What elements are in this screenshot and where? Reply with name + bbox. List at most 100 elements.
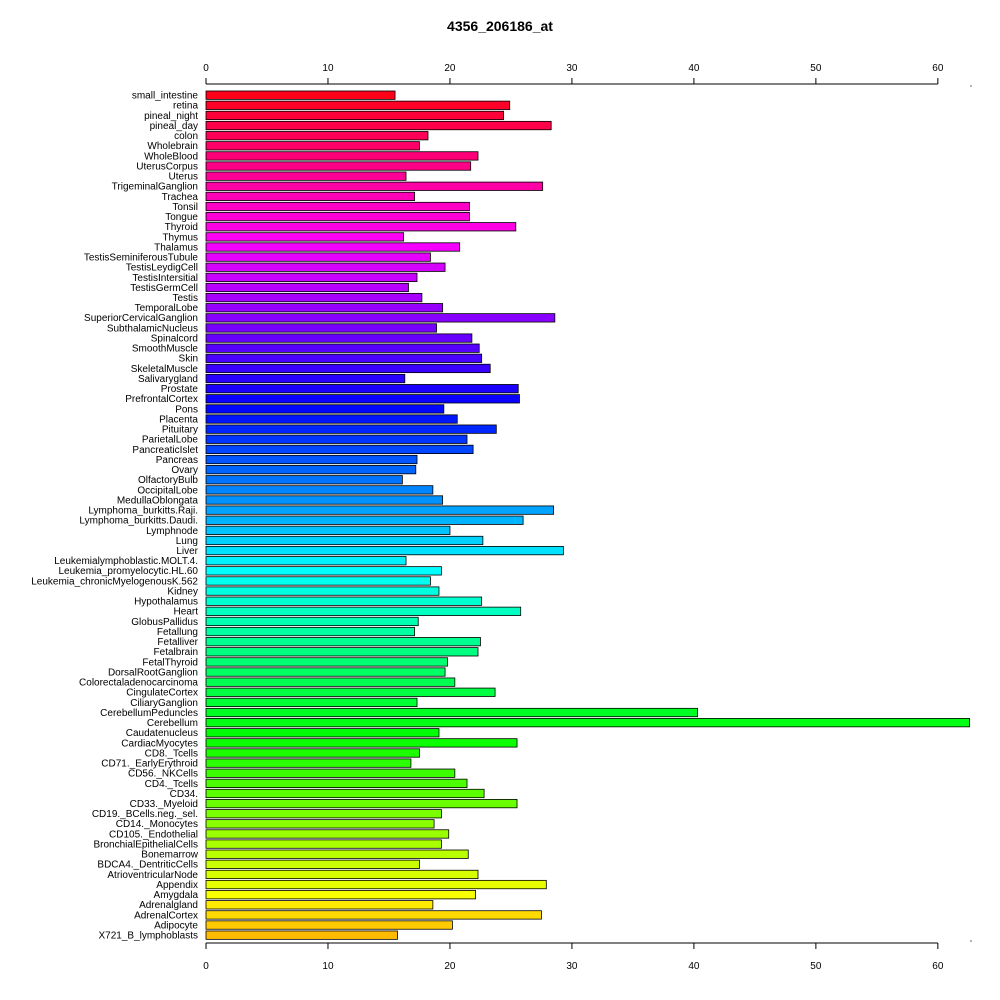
bar: [205, 748, 420, 758]
category-label: DorsalRootGanglion: [108, 667, 198, 678]
category-label: Thyroid: [165, 222, 198, 233]
axis-end-dot-bottom: [970, 940, 972, 942]
bar: [205, 687, 496, 697]
category-label: BronchialEpithelialCells: [94, 839, 199, 850]
bar: [205, 191, 415, 201]
category-label: CD56._NKCells: [128, 769, 198, 780]
category-label: PancreaticIslet: [132, 445, 198, 456]
bar: [205, 707, 698, 718]
bar: [205, 819, 435, 829]
category-label: TestisGermCell: [130, 283, 198, 294]
bar: [205, 181, 544, 191]
category-label: WholeBlood: [144, 151, 198, 162]
category-label: pineal_night: [144, 111, 198, 122]
category-label: ParietalLobe: [142, 435, 199, 446]
x-tick-label-top: 10: [322, 63, 334, 74]
category-label: Leukemialymphoblastic.MOLT.4.: [54, 556, 198, 567]
category-label: Cerebellum: [147, 718, 198, 729]
category-label: CardiacMyocytes: [121, 738, 198, 749]
category-label: Heart: [174, 607, 199, 618]
bar: [205, 657, 448, 667]
bar: [205, 667, 446, 677]
bar: [205, 535, 484, 546]
category-label: CD105._Endothelial: [109, 829, 198, 840]
bar: [205, 525, 451, 535]
bar: [205, 333, 473, 343]
bar: [205, 515, 524, 525]
x-tick-label-bottom: 30: [566, 961, 578, 972]
category-label: Hypothalamus: [134, 597, 198, 608]
x-tick-label-top: 30: [566, 63, 578, 74]
bar: [205, 454, 418, 465]
x-tick-label-bottom: 10: [322, 961, 334, 972]
chart-title: 4356_206186_at: [447, 18, 553, 34]
category-label: Amygdala: [154, 890, 199, 901]
category-label: TestisSeminiferousTubule: [84, 253, 199, 264]
category-label: SkeletalMuscle: [131, 364, 199, 375]
bar: [205, 920, 453, 930]
category-label: Tongue: [165, 212, 198, 223]
category-label: BDCA4._DentriticCells: [97, 860, 198, 871]
bar: [205, 697, 418, 708]
bar: [205, 100, 511, 110]
category-label: CD4._Tcells: [145, 779, 198, 790]
category-label: CingulateCortex: [126, 688, 198, 699]
category-label: CiliaryGanglion: [130, 698, 198, 709]
bar: [205, 323, 437, 333]
bar: [205, 394, 520, 404]
x-tick-label-bottom: 60: [932, 961, 944, 972]
bar: [205, 343, 480, 353]
category-label: OlfactoryBulb: [138, 475, 198, 486]
bar: [205, 404, 445, 414]
x-tick-label-bottom: 20: [444, 961, 456, 972]
x-tick-label-bottom: 40: [688, 961, 700, 972]
category-label: CD71._EarlyErythroid: [101, 759, 198, 770]
category-label: CerebellumPeduncles: [100, 708, 198, 719]
category-label: Lung: [176, 536, 198, 547]
category-label: SuperiorCervicalGanglion: [84, 313, 198, 324]
category-label: Leukemia_chronicMyelogenousK.562: [31, 576, 198, 587]
bar: [205, 637, 481, 647]
bar: [205, 546, 564, 556]
bar: [205, 869, 479, 880]
bar: [205, 839, 442, 849]
category-label: CD8._Tcells: [145, 748, 198, 759]
category-label: Adrenalgland: [139, 900, 198, 911]
category-label: Skin: [179, 354, 198, 365]
bar: [205, 596, 483, 606]
category-label: UterusCorpus: [136, 161, 198, 172]
category-label: PrefrontalCortex: [125, 394, 198, 405]
bar: [205, 110, 505, 121]
bar: [205, 303, 444, 313]
category-label: Salivarygland: [138, 374, 198, 385]
category-label: CD14._Monocytes: [116, 819, 198, 830]
category-label: Trachea: [162, 192, 199, 203]
category-label: small_intestine: [132, 91, 199, 102]
category-label: Spinalcord: [151, 333, 198, 344]
bar: [205, 151, 479, 161]
bar: [205, 212, 470, 222]
category-label: AtrioventricularNode: [107, 870, 198, 881]
bar: [205, 120, 552, 131]
category-label: TestisIntersitial: [132, 273, 198, 284]
category-label: Testis: [172, 293, 198, 304]
bar: [205, 829, 450, 839]
bar: [205, 201, 470, 212]
bar: [205, 799, 518, 809]
bar: [205, 728, 440, 738]
category-label: Appendix: [156, 880, 198, 891]
bar: [205, 232, 404, 242]
category-label: Prostate: [161, 384, 199, 395]
x-tick-label-top: 20: [444, 63, 456, 74]
bar: [205, 131, 429, 141]
bar: [205, 222, 517, 232]
x-tick-label-top: 50: [810, 63, 822, 74]
x-tick-label-top: 60: [932, 63, 944, 74]
bar: [205, 465, 417, 475]
x-tick-label-bottom: 50: [810, 961, 822, 972]
category-label: Pons: [175, 404, 198, 415]
x-tick-label-top: 0: [203, 63, 209, 74]
category-label: Caudatenucleus: [126, 728, 198, 739]
category-label: Tonsil: [172, 202, 198, 213]
category-label: SmoothMuscle: [132, 344, 199, 355]
